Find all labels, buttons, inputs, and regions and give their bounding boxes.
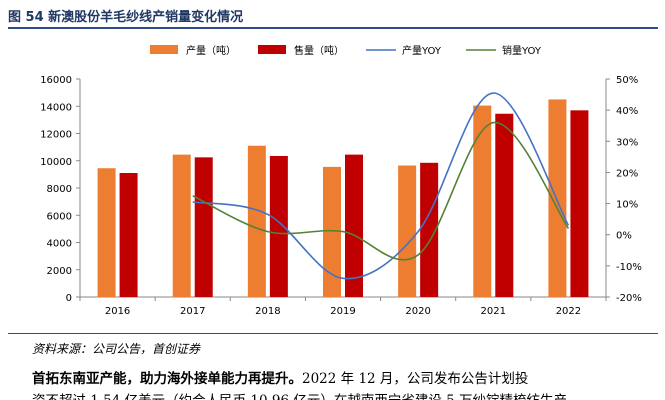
right-tick-label: -20%: [616, 293, 642, 304]
legend-sales-label: 售量（吨）: [294, 44, 344, 57]
body-text-line2: 资不超过 1.54 亿美元（约合人民币 10.96 亿元）在越南西宁省建设 5 …: [32, 390, 662, 400]
sales-yoy-line: [192, 121, 570, 261]
left-tick-label: 14000: [40, 102, 72, 113]
sales-bar: [194, 157, 213, 297]
right-tick-label: 40%: [616, 106, 638, 117]
production-bar: [97, 168, 116, 297]
x-tick-label: 2016: [105, 306, 130, 317]
left-tick-label: 12000: [40, 130, 72, 141]
production-bar: [323, 166, 341, 297]
sales-bar: [570, 110, 589, 298]
legend-sales-swatch: [258, 45, 286, 54]
production-bar: [172, 154, 191, 297]
legend-production-label: 产量（吨）: [186, 44, 236, 57]
x-tick-label: 2020: [405, 306, 430, 317]
sales-bar: [420, 162, 439, 297]
body-lead: 首拓东南亚产能，助力海外接单能力再提升。: [32, 371, 302, 387]
production-bar: [473, 105, 492, 297]
left-tick-label: 4000: [47, 239, 72, 250]
figure-title: 图 54 新澳股份羊毛纱线产销量变化情况: [8, 10, 244, 25]
left-tick-label: 16000: [40, 75, 72, 86]
x-tick-label: 2019: [330, 306, 355, 317]
right-tick-label: 30%: [616, 137, 638, 148]
sales-bar: [345, 154, 363, 297]
production-sales-chart: 0 2000 4000 6000 8000 10000 12000 14000 16000 -20…: [40, 44, 642, 317]
left-tick-label: 10000: [40, 157, 72, 168]
legend-production-swatch: [150, 45, 178, 54]
left-tick-label: 8000: [47, 184, 72, 195]
production-bar: [247, 145, 266, 297]
x-tick-label: 2022: [556, 306, 581, 317]
right-tick-label: 0%: [616, 231, 632, 242]
left-tick-label: 6000: [47, 211, 72, 222]
legend-sales-yoy-label: 销量YOY: [502, 44, 542, 57]
x-tick-label: 2017: [180, 306, 205, 317]
legend-production-yoy-label: 产量YOY: [402, 44, 442, 57]
right-tick-label: 10%: [616, 200, 638, 211]
production-bar: [548, 99, 567, 297]
sales-bar: [495, 113, 514, 298]
left-tick-label: 2000: [47, 266, 72, 277]
sales-bar: [119, 173, 138, 297]
x-tick-label: 2021: [481, 306, 506, 317]
body-text-line1: 2022 年 12 月，公司发布公告计划投: [302, 371, 529, 387]
figure-source: 资料来源：公司公告，首创证券: [32, 342, 201, 356]
left-tick-label: 0: [66, 293, 72, 304]
right-tick-label: -10%: [616, 262, 642, 273]
sales-bar: [269, 155, 288, 297]
title-divider: [8, 27, 658, 29]
production-bar: [398, 165, 417, 297]
right-tick-label: 20%: [616, 168, 638, 179]
source-divider: [8, 333, 658, 334]
production-yoy-line: [192, 92, 570, 280]
body-paragraph: 首拓东南亚产能，助力海外接单能力再提升。2022 年 12 月，公司发布公告计划…: [32, 368, 662, 400]
right-tick-label: 50%: [616, 75, 638, 86]
x-tick-label: 2018: [255, 306, 280, 317]
